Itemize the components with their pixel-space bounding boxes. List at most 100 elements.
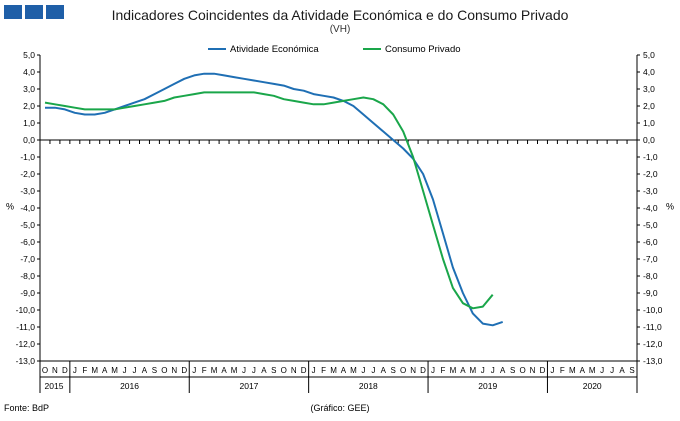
month-label: A bbox=[619, 366, 625, 375]
logo-block bbox=[46, 5, 64, 19]
y-tick-label-left: -4,0 bbox=[20, 203, 35, 213]
logo-block bbox=[25, 5, 43, 19]
legend-label: Consumo Privado bbox=[385, 44, 461, 55]
year-label: 2017 bbox=[239, 381, 258, 391]
month-label: M bbox=[589, 366, 596, 375]
month-label: J bbox=[192, 366, 196, 375]
month-label: S bbox=[271, 366, 276, 375]
y-tick-label-right: -11,0 bbox=[643, 322, 662, 332]
logo-block bbox=[4, 5, 22, 19]
y-tick-label-left: -13,0 bbox=[16, 356, 36, 366]
y-axis-label-right: % bbox=[666, 201, 674, 211]
month-label: O bbox=[281, 366, 287, 375]
month-label: N bbox=[530, 366, 536, 375]
y-tick-label-left: 1,0 bbox=[23, 118, 35, 128]
month-label: O bbox=[42, 366, 48, 375]
y-tick-label-right: 1,0 bbox=[643, 118, 655, 128]
month-label: S bbox=[391, 366, 396, 375]
month-label: J bbox=[73, 366, 77, 375]
y-tick-label-left: -7,0 bbox=[20, 254, 35, 264]
chart-credit: (Gráfico: GEE) bbox=[310, 403, 370, 413]
y-tick-label-left: -6,0 bbox=[20, 237, 35, 247]
month-label: D bbox=[420, 366, 426, 375]
month-label: D bbox=[540, 366, 546, 375]
month-label: J bbox=[312, 366, 316, 375]
month-label: S bbox=[510, 366, 515, 375]
y-tick-label-right: 0,0 bbox=[643, 135, 655, 145]
month-label: F bbox=[441, 366, 446, 375]
y-tick-label-left: -1,0 bbox=[20, 152, 35, 162]
month-label: J bbox=[431, 366, 435, 375]
month-label: J bbox=[123, 366, 127, 375]
logo bbox=[4, 5, 64, 19]
month-label: A bbox=[102, 366, 108, 375]
month-label: M bbox=[211, 366, 218, 375]
month-label: J bbox=[242, 366, 246, 375]
legend-label: Atividade Económica bbox=[230, 44, 319, 55]
month-label: D bbox=[301, 366, 307, 375]
y-tick-label-right: -7,0 bbox=[643, 254, 658, 264]
y-tick-label-right: -13,0 bbox=[643, 356, 663, 366]
y-tick-label-right: -2,0 bbox=[643, 169, 658, 179]
month-label: J bbox=[481, 366, 485, 375]
month-label: A bbox=[142, 366, 148, 375]
y-tick-label-right: -9,0 bbox=[643, 288, 658, 298]
month-label: S bbox=[152, 366, 157, 375]
y-tick-label-left: -8,0 bbox=[20, 271, 35, 281]
y-tick-label-left: -2,0 bbox=[20, 169, 35, 179]
month-label: J bbox=[600, 366, 604, 375]
y-tick-label-right: -10,0 bbox=[643, 305, 663, 315]
month-label: N bbox=[52, 366, 58, 375]
month-label: J bbox=[252, 366, 256, 375]
month-label: O bbox=[519, 366, 525, 375]
y-tick-label-right: -5,0 bbox=[643, 220, 658, 230]
y-tick-label-left: 2,0 bbox=[23, 101, 35, 111]
month-label: F bbox=[321, 366, 326, 375]
month-label: M bbox=[111, 366, 118, 375]
month-label: A bbox=[261, 366, 267, 375]
y-tick-label-right: -8,0 bbox=[643, 271, 658, 281]
year-label: 2020 bbox=[583, 381, 602, 391]
y-tick-label-left: 5,0 bbox=[23, 50, 35, 60]
month-label: M bbox=[330, 366, 337, 375]
y-tick-label-left: -11,0 bbox=[16, 322, 35, 332]
month-label: J bbox=[371, 366, 375, 375]
month-label: J bbox=[133, 366, 137, 375]
y-tick-label-right: -1,0 bbox=[643, 152, 658, 162]
month-label: M bbox=[569, 366, 576, 375]
month-label: M bbox=[469, 366, 476, 375]
y-tick-label-right: 4,0 bbox=[643, 67, 655, 77]
year-label: 2016 bbox=[120, 381, 139, 391]
y-tick-label-left: 4,0 bbox=[23, 67, 35, 77]
month-label: A bbox=[460, 366, 466, 375]
month-label: F bbox=[82, 366, 87, 375]
y-tick-label-right: -6,0 bbox=[643, 237, 658, 247]
month-label: M bbox=[231, 366, 238, 375]
y-tick-label-right: 3,0 bbox=[643, 84, 655, 94]
y-tick-label-left: 0,0 bbox=[23, 135, 35, 145]
source-note: Fonte: BdP bbox=[4, 403, 50, 413]
y-tick-label-right: -4,0 bbox=[643, 203, 658, 213]
month-label: A bbox=[500, 366, 506, 375]
month-label: D bbox=[62, 366, 68, 375]
month-label: O bbox=[161, 366, 167, 375]
year-label: 2019 bbox=[478, 381, 497, 391]
y-tick-label-right: 5,0 bbox=[643, 50, 655, 60]
y-tick-label-right: -12,0 bbox=[643, 339, 663, 349]
month-label: N bbox=[291, 366, 297, 375]
chart-title: Indicadores Coincidentes da Atividade Ec… bbox=[111, 7, 569, 23]
y-tick-label-right: -3,0 bbox=[643, 186, 658, 196]
y-tick-label-left: -3,0 bbox=[20, 186, 35, 196]
month-label: M bbox=[450, 366, 457, 375]
y-axis-label-left: % bbox=[6, 201, 14, 211]
y-tick-label-right: 2,0 bbox=[643, 101, 655, 111]
month-label: F bbox=[560, 366, 565, 375]
month-label: A bbox=[341, 366, 347, 375]
y-tick-label-left: 3,0 bbox=[23, 84, 35, 94]
month-label: S bbox=[629, 366, 634, 375]
month-label: J bbox=[361, 366, 365, 375]
y-tick-label-left: -9,0 bbox=[20, 288, 35, 298]
month-label: J bbox=[491, 366, 495, 375]
year-label: 2018 bbox=[359, 381, 378, 391]
